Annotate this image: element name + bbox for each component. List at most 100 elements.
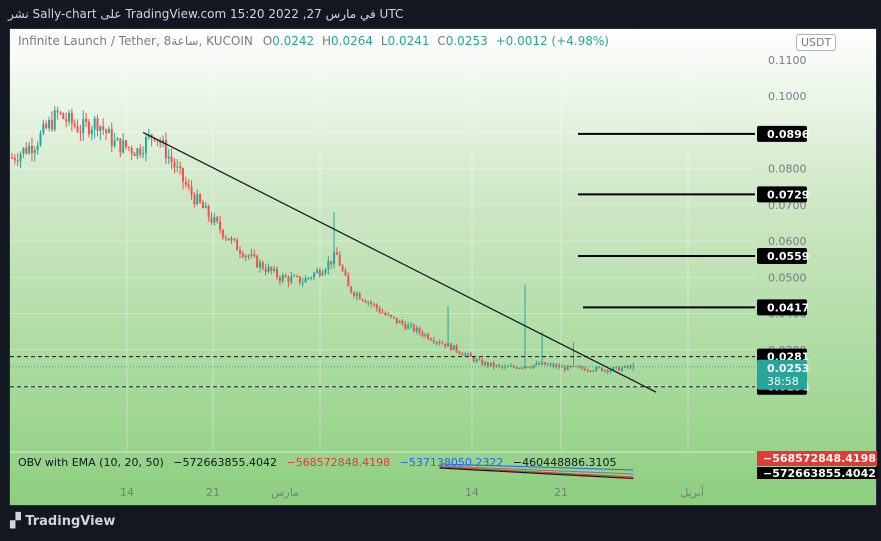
candle-down [56, 110, 59, 113]
candle-down [239, 250, 241, 254]
candle-up [33, 150, 36, 154]
level-price-tag [757, 186, 807, 203]
candle-up [107, 128, 110, 134]
candle-down [444, 343, 447, 347]
candle-down [461, 353, 464, 356]
currency-badge[interactable]: USDT [796, 34, 837, 51]
candle-down [253, 253, 256, 256]
candle-up [290, 276, 293, 283]
candle-down [455, 345, 458, 352]
candle-down [563, 366, 566, 370]
candle-down [358, 293, 361, 300]
candle-up [301, 282, 304, 284]
candle-up [333, 252, 336, 265]
candle-up [475, 359, 478, 362]
candle-up [122, 140, 125, 153]
candle-down [529, 367, 532, 369]
candle-down [45, 123, 48, 128]
candle-down [498, 365, 501, 367]
obv-ema20-value: −537138050.2322 [399, 456, 504, 469]
candle-up [22, 147, 25, 154]
candle-up [546, 364, 549, 366]
level-price-tag-text: 0.0417 [767, 301, 809, 314]
candle-down [139, 148, 142, 155]
candle-down [219, 221, 222, 230]
candle-up [489, 362, 492, 366]
candle-up [315, 270, 318, 273]
price-axis: 0.11000.10000.09000.08000.07000.06000.05… [768, 54, 807, 393]
candle-down [381, 312, 384, 314]
price-tick-label: 0.1100 [768, 54, 807, 67]
last-price-tag [757, 359, 807, 390]
candle-down [449, 343, 452, 351]
candle-up [204, 205, 207, 209]
open-label: O [262, 34, 273, 48]
candle-down [589, 370, 592, 372]
candle-up [572, 366, 575, 368]
candle-down [76, 126, 79, 132]
candle-up [267, 267, 270, 272]
candle-down [543, 362, 546, 365]
level-price-tag [757, 125, 807, 142]
candle-down [193, 194, 196, 205]
candle-down [199, 194, 202, 203]
candle-up [398, 320, 401, 323]
candle-up [113, 140, 116, 146]
symbol-legend[interactable]: Infinite Launch / Tether, 8ساعة, KUCOIN … [18, 34, 609, 48]
candle-up [629, 365, 632, 368]
candle-down [170, 156, 173, 163]
candle-down [401, 320, 404, 324]
candle-down [164, 139, 167, 159]
candle-down [421, 332, 424, 336]
candle-down [105, 129, 108, 134]
candle-up [244, 255, 247, 257]
candle-up [213, 217, 216, 223]
candle-up [313, 272, 316, 278]
tradingview-logo[interactable]: ▞ TradingView [10, 513, 115, 529]
high-value: 0.0264 [331, 34, 373, 48]
trendline [142, 131, 657, 393]
obv-legend[interactable]: OBV with EMA (10, 20, 50) −572663855.404… [18, 456, 617, 469]
chart-area[interactable] [9, 28, 877, 506]
open-value: 0.0242 [272, 34, 315, 48]
candle-down [13, 157, 16, 161]
price-tick-label: 0.0800 [768, 163, 807, 176]
candle-down [25, 147, 28, 154]
candle-down [512, 365, 515, 368]
candle-up [509, 365, 512, 367]
candle-up [549, 364, 552, 366]
candle-up [355, 293, 358, 296]
candle-down [526, 366, 529, 368]
candle-down [395, 317, 398, 323]
candle-up [176, 166, 179, 168]
candle-up [447, 343, 450, 347]
candle-up [99, 126, 102, 131]
candle-up [68, 112, 70, 122]
candle-down [353, 292, 355, 296]
candle-down [276, 268, 279, 278]
candle-up [19, 153, 22, 162]
candle-down [506, 366, 509, 368]
candle-down [412, 324, 415, 332]
candle-down [102, 126, 105, 130]
candle-down [438, 341, 441, 344]
candle-down [344, 270, 347, 276]
candle-up [415, 327, 418, 332]
candle-down [187, 184, 190, 187]
candle-up [304, 277, 307, 283]
candle-down [173, 162, 176, 168]
candle-up [36, 145, 39, 151]
candle-up [407, 325, 410, 329]
candle-down [552, 364, 555, 367]
candle-up [39, 132, 42, 146]
obv-ema20-line [439, 463, 634, 471]
obv-title: OBV with EMA (10, 20, 50) [18, 456, 164, 469]
candle-down [110, 128, 113, 146]
candle-down [472, 356, 475, 362]
candle-down [50, 120, 53, 130]
candle-up [566, 365, 569, 370]
candle-down [87, 121, 90, 135]
obv-ema10-line [439, 466, 634, 478]
candle-down [278, 277, 281, 282]
